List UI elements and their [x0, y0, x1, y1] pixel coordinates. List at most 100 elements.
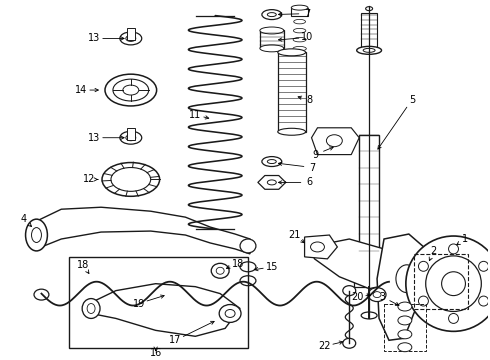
Ellipse shape [291, 5, 308, 10]
Ellipse shape [262, 157, 282, 167]
Ellipse shape [211, 263, 229, 278]
Text: 7: 7 [304, 9, 311, 19]
Text: 16: 16 [149, 348, 162, 358]
Ellipse shape [343, 286, 356, 296]
Ellipse shape [34, 289, 49, 300]
Ellipse shape [31, 228, 42, 243]
Bar [127, 128, 135, 140]
Ellipse shape [260, 45, 284, 52]
Ellipse shape [293, 100, 306, 105]
Ellipse shape [294, 19, 305, 24]
Ellipse shape [294, 127, 305, 132]
Ellipse shape [240, 239, 256, 253]
Text: 1: 1 [463, 234, 468, 244]
Bar [291, 8, 308, 15]
Ellipse shape [111, 167, 150, 192]
Bar [354, 279, 384, 287]
Ellipse shape [268, 13, 276, 17]
Ellipse shape [105, 74, 157, 106]
Circle shape [418, 296, 428, 306]
Ellipse shape [357, 46, 382, 54]
Text: 7: 7 [309, 162, 316, 172]
Ellipse shape [293, 91, 306, 96]
Ellipse shape [398, 302, 412, 311]
Ellipse shape [363, 48, 375, 52]
Circle shape [479, 296, 489, 306]
Ellipse shape [294, 10, 305, 15]
Text: 4: 4 [21, 214, 26, 224]
Ellipse shape [398, 343, 412, 352]
Ellipse shape [293, 73, 307, 78]
Bar [260, 31, 284, 48]
Ellipse shape [260, 27, 284, 34]
Circle shape [448, 314, 459, 323]
Bar [359, 135, 379, 284]
Text: 20: 20 [351, 292, 364, 302]
Ellipse shape [294, 109, 306, 114]
Ellipse shape [293, 55, 306, 60]
Ellipse shape [120, 131, 142, 144]
Text: 13: 13 [88, 33, 100, 44]
Ellipse shape [293, 37, 306, 42]
Circle shape [418, 261, 428, 271]
Ellipse shape [293, 64, 307, 69]
Text: 6: 6 [306, 177, 313, 188]
Ellipse shape [326, 135, 343, 147]
Bar [384, 303, 426, 351]
Text: 21: 21 [289, 230, 301, 240]
Text: 18: 18 [77, 260, 89, 270]
Text: 2: 2 [431, 246, 437, 256]
Text: 17: 17 [170, 335, 182, 345]
Ellipse shape [216, 267, 224, 274]
Ellipse shape [25, 219, 48, 251]
Bar [127, 28, 135, 40]
Ellipse shape [361, 312, 377, 319]
Ellipse shape [240, 276, 256, 286]
Ellipse shape [398, 316, 412, 325]
Ellipse shape [113, 79, 148, 101]
Text: 12: 12 [83, 175, 95, 184]
Polygon shape [377, 234, 429, 340]
Ellipse shape [82, 298, 100, 319]
Ellipse shape [294, 118, 305, 123]
Bar [278, 52, 306, 132]
Ellipse shape [366, 6, 372, 11]
Ellipse shape [278, 49, 306, 56]
Ellipse shape [240, 262, 256, 272]
Text: 3: 3 [379, 292, 385, 302]
Text: 18: 18 [232, 259, 244, 269]
Polygon shape [36, 207, 250, 254]
Text: 19: 19 [133, 298, 145, 309]
Text: 22: 22 [318, 341, 331, 351]
Bar [361, 13, 377, 48]
Polygon shape [312, 128, 359, 154]
Ellipse shape [293, 46, 306, 51]
Text: 5: 5 [409, 95, 415, 105]
Ellipse shape [396, 265, 418, 293]
Polygon shape [258, 176, 286, 189]
Circle shape [406, 236, 490, 331]
Ellipse shape [278, 128, 306, 135]
Text: 13: 13 [88, 133, 100, 143]
Ellipse shape [102, 163, 160, 196]
Ellipse shape [398, 330, 412, 339]
Polygon shape [89, 284, 240, 336]
Text: 9: 9 [313, 150, 318, 159]
Bar [414, 254, 468, 309]
Ellipse shape [126, 35, 136, 41]
Circle shape [426, 256, 481, 311]
Ellipse shape [293, 82, 306, 87]
Text: 15: 15 [266, 262, 278, 272]
Ellipse shape [87, 303, 95, 314]
Ellipse shape [268, 180, 276, 185]
Circle shape [441, 272, 466, 296]
Text: 14: 14 [75, 85, 87, 95]
Polygon shape [305, 235, 337, 259]
Ellipse shape [294, 28, 306, 33]
Ellipse shape [262, 10, 282, 19]
Ellipse shape [268, 159, 276, 163]
Ellipse shape [225, 310, 235, 318]
Circle shape [479, 261, 489, 271]
Ellipse shape [126, 135, 136, 141]
Ellipse shape [120, 32, 142, 45]
